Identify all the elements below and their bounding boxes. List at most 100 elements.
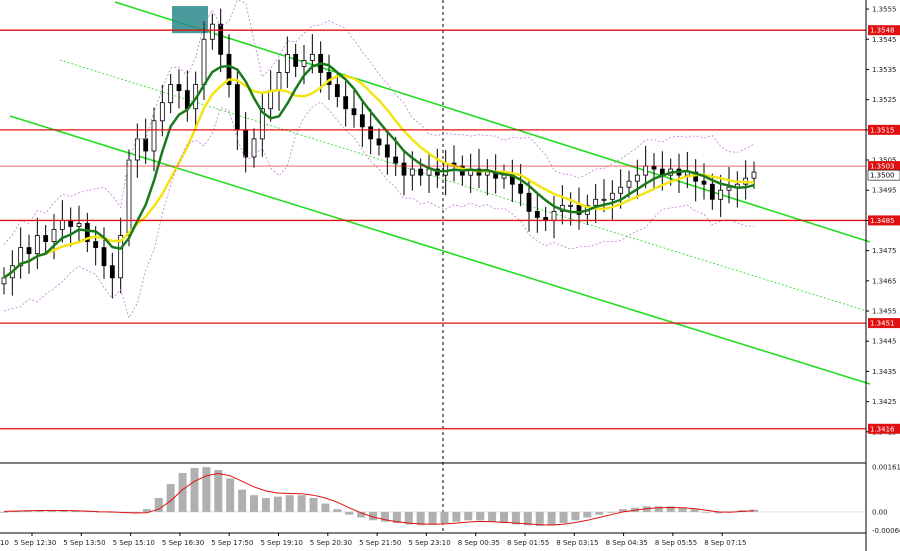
macd-bar — [380, 511, 389, 522]
candle-body — [409, 168, 415, 176]
candle-body — [234, 84, 240, 131]
macd-bar — [226, 478, 235, 512]
candle-body — [418, 168, 424, 176]
macd-tick-label: -0.00066 — [872, 527, 900, 535]
candle-body — [426, 168, 432, 176]
macd-bar — [309, 498, 318, 512]
channel-lower-line — [9, 115, 871, 385]
macd-bar — [285, 495, 294, 512]
price-tick-label: 1.3445 — [872, 338, 897, 346]
candle-body — [751, 171, 757, 179]
candle-body — [226, 53, 232, 85]
macd-bar — [178, 472, 187, 512]
candle-body — [268, 90, 274, 110]
price-tick-label: 1.3555 — [872, 6, 897, 14]
candle-body — [284, 53, 290, 73]
candle-body — [76, 223, 82, 227]
level-label: 1.3451 — [870, 320, 895, 328]
time-tick-label: 8 Sep 05:55 — [655, 539, 697, 547]
candle-body — [201, 38, 207, 85]
candle-body — [159, 102, 165, 122]
macd-bar — [238, 489, 247, 512]
candle-body — [593, 198, 599, 206]
macd-bar — [595, 511, 604, 515]
candle-body — [393, 156, 399, 164]
price-tick-label: 1.3505 — [872, 157, 897, 165]
price-tick-label: 1.3425 — [872, 398, 897, 406]
price-tick-label: 1.3495 — [872, 187, 897, 195]
candle-body — [101, 247, 107, 267]
level-label: 1.3515 — [870, 126, 895, 134]
time-tick-label: 5 Sep 12:30 — [14, 539, 56, 547]
candle-body — [376, 138, 382, 146]
macd-bar — [154, 498, 163, 512]
band-upper-line — [3, 0, 755, 245]
macd-bar — [130, 511, 139, 513]
candle-body — [51, 229, 57, 242]
macd-bar — [392, 511, 401, 524]
candle-body — [651, 165, 657, 170]
macd-bar — [333, 509, 342, 512]
time-tick-label: 5 Sep 23:10 — [408, 539, 450, 547]
macd-bar — [428, 511, 437, 525]
candle-body — [34, 235, 40, 255]
time-tick-label: 5 Sep 19:10 — [261, 539, 303, 547]
macd-bar — [11, 511, 20, 513]
candle-body — [209, 23, 215, 40]
macd-bar — [369, 511, 378, 521]
highlight-box — [172, 6, 208, 34]
time-tick-label: 5 Sep 21:50 — [359, 539, 401, 547]
macd-bar — [607, 511, 616, 513]
macd-bar — [511, 511, 520, 525]
candle-body — [618, 186, 624, 194]
candle-body — [626, 180, 632, 188]
candle-body — [276, 72, 282, 91]
candle-body — [343, 96, 349, 110]
macd-bar — [678, 507, 687, 512]
macd-bar — [440, 511, 449, 524]
macd-tick-label: 0.00161 — [872, 464, 900, 472]
time-tick-label: 8 Sep 01:55 — [507, 539, 549, 547]
candle-body — [18, 247, 24, 267]
macd-bar — [488, 511, 497, 522]
macd-bar — [476, 511, 485, 521]
level-label: 1.3485 — [870, 217, 895, 225]
macd-bar — [642, 506, 651, 512]
macd-bar — [47, 510, 56, 512]
macd-bar — [0, 511, 8, 513]
price-tick-label: 1.3475 — [872, 247, 897, 255]
candle-body — [43, 235, 49, 242]
macd-bar — [357, 511, 366, 518]
candle-body — [59, 220, 65, 230]
time-tick-label: 8 Sep 04:35 — [606, 539, 648, 547]
candle-body — [259, 108, 265, 140]
macd-bar — [714, 511, 723, 514]
macd-bar — [273, 496, 282, 512]
candle-body — [293, 53, 299, 67]
time-tick-label: 5 Sep 13:50 — [63, 539, 105, 547]
time-tick-label: 8 Sep 00:35 — [458, 539, 500, 547]
candle-body — [251, 138, 257, 158]
level-label-bg — [868, 25, 900, 36]
macd-bar — [535, 511, 544, 526]
macd-bar — [452, 511, 461, 522]
macd-bar — [250, 495, 258, 512]
macd-bar — [345, 511, 354, 515]
candle-body — [68, 220, 74, 227]
candle-body — [384, 144, 390, 158]
macd-panel — [0, 467, 866, 526]
macd-bar — [702, 511, 711, 513]
candle-body — [176, 84, 182, 91]
macd-bar — [23, 510, 32, 512]
candle-body — [218, 23, 224, 55]
level-label: 1.3548 — [870, 27, 895, 35]
candle-body — [301, 59, 307, 67]
candle-body — [151, 120, 157, 152]
level-label-bg — [868, 215, 900, 226]
candle-body — [443, 162, 449, 176]
candle-body — [351, 108, 357, 116]
macd-bar — [202, 467, 211, 512]
candle-body — [568, 204, 574, 207]
price-tick-label: 1.3455 — [872, 308, 897, 316]
